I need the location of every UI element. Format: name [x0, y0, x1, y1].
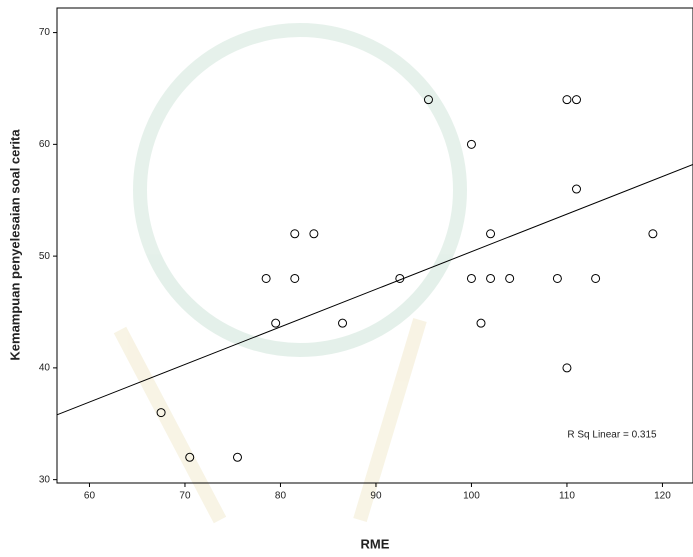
x-tick-label: 100	[463, 491, 480, 502]
r-squared-annotation: R Sq Linear = 0.315	[567, 430, 657, 441]
point	[272, 319, 280, 327]
point	[262, 274, 270, 282]
y-tick-label: 40	[39, 363, 51, 374]
x-tick-label: 60	[84, 491, 96, 502]
y-tick-label: 70	[39, 27, 51, 38]
point	[649, 230, 657, 238]
point	[233, 453, 241, 461]
point	[572, 185, 580, 193]
point	[291, 230, 299, 238]
x-tick-label: 120	[654, 491, 671, 502]
point	[563, 96, 571, 104]
y-tick-label: 50	[39, 251, 51, 262]
x-tick-label: 110	[559, 491, 575, 502]
point	[592, 274, 600, 282]
point	[467, 140, 475, 148]
point	[291, 274, 299, 282]
x-tick-label: 70	[179, 491, 191, 502]
x-tick-label: 80	[275, 491, 287, 502]
point	[310, 230, 318, 238]
point	[339, 319, 347, 327]
point	[487, 274, 495, 282]
chart: RME Kemampuan penyelesaian soal cerita R…	[0, 0, 693, 557]
y-axis-title: Kemampuan penyelesaian soal cerita	[7, 129, 22, 361]
point	[467, 274, 475, 282]
y-tick-label: 60	[39, 139, 51, 150]
x-tick-label: 90	[370, 491, 382, 502]
fit-line	[57, 164, 693, 414]
point	[553, 274, 561, 282]
watermark	[120, 30, 460, 520]
point	[477, 319, 485, 327]
x-axis-title: RME	[361, 536, 390, 551]
point	[572, 96, 580, 104]
point	[506, 274, 514, 282]
y-tick-label: 30	[39, 474, 51, 485]
point	[487, 230, 495, 238]
point	[563, 364, 571, 372]
